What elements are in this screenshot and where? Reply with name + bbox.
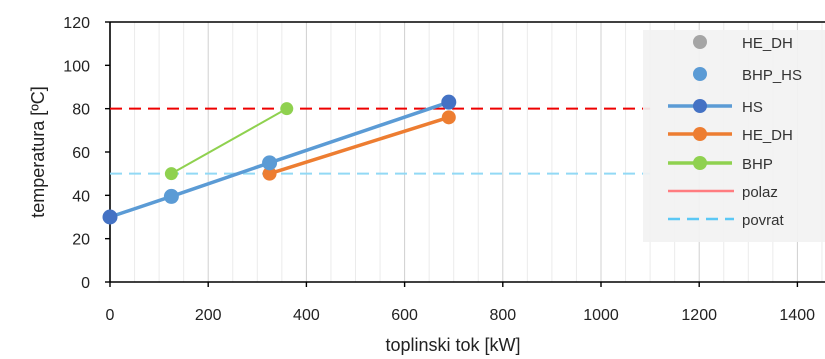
- bhp-hs-point: [262, 155, 278, 171]
- x-tick-label: 1400: [779, 307, 815, 324]
- hs-point: [441, 94, 457, 110]
- axes: [105, 21, 825, 287]
- y-tick-label: 40: [72, 188, 90, 205]
- y-tick-label: 100: [63, 58, 90, 75]
- legend-background: [643, 30, 825, 242]
- hs-point: [102, 209, 118, 225]
- he-dh-point: [441, 110, 456, 125]
- hs-line: [109, 100, 450, 219]
- legend-label: polaz: [742, 184, 778, 201]
- data-series: [102, 94, 651, 225]
- bhp-line: [170, 107, 288, 175]
- he-dh-line: [269, 115, 450, 176]
- legend-label: BHP_HS: [742, 67, 802, 84]
- legend-marker: [693, 67, 707, 81]
- legend-marker: [693, 156, 707, 170]
- x-axis-title: toplinski tok [kW]: [385, 335, 520, 355]
- x-tick-label: 800: [489, 307, 516, 324]
- x-tick-label: 1000: [583, 307, 619, 324]
- y-axis-title: temperatura [ºC]: [28, 86, 48, 218]
- x-tick-label: 400: [293, 307, 320, 324]
- legend-marker: [693, 127, 707, 141]
- x-tick-label: 1200: [681, 307, 717, 324]
- legend-label: BHP: [742, 156, 773, 173]
- legend: HE_DH BHP_HS HS HE_DH BHP polaz povrat: [643, 30, 825, 242]
- bhp-point: [164, 167, 178, 181]
- x-tick-label: 600: [391, 307, 418, 324]
- legend-label: HS: [742, 99, 763, 116]
- bhp-point: [280, 102, 294, 116]
- legend-label: HE_DH: [742, 35, 793, 52]
- legend-marker: [693, 99, 707, 113]
- legend-label: HE_DH: [742, 127, 793, 144]
- x-tick-label: 0: [106, 307, 115, 324]
- legend-label: povrat: [742, 212, 785, 229]
- y-tick-label: 20: [72, 232, 90, 249]
- y-tick-label: 80: [72, 102, 90, 119]
- bhp-hs-point: [163, 188, 179, 204]
- y-tick-label: 60: [72, 145, 90, 162]
- x-tick-label: 200: [195, 307, 222, 324]
- he-dh-point: [262, 166, 277, 181]
- legend-marker: [693, 35, 707, 49]
- y-tick-label: 0: [81, 275, 90, 292]
- y-tick-label: 120: [63, 15, 90, 32]
